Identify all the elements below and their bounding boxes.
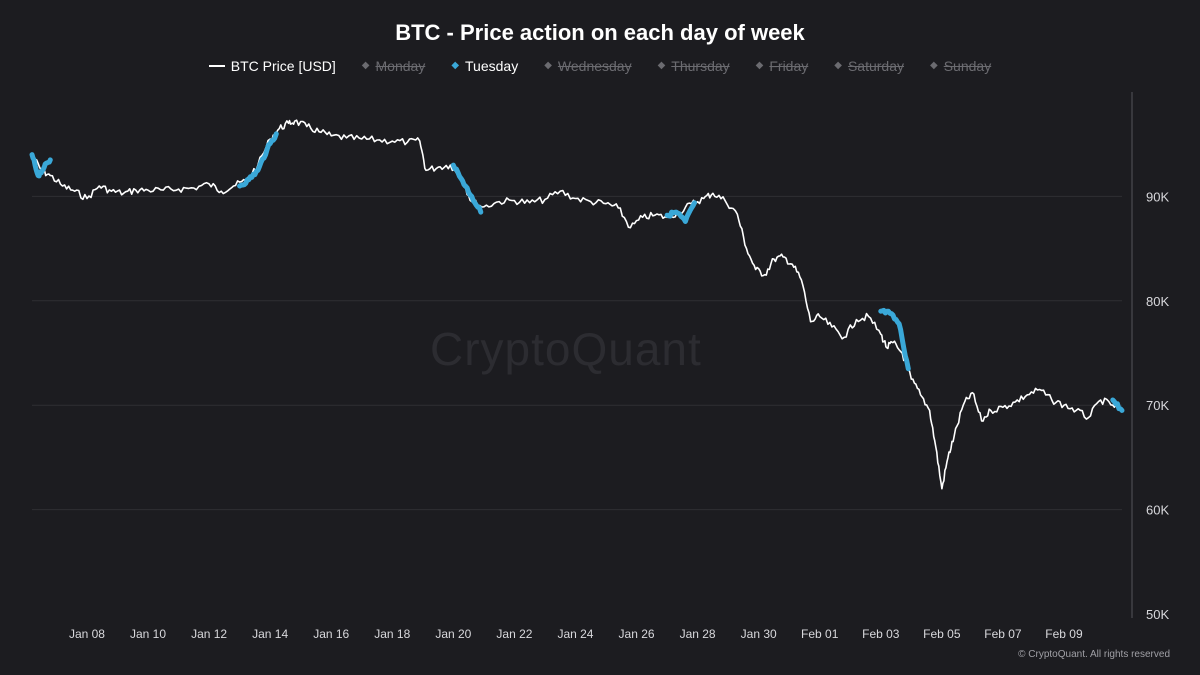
line-marker-icon (208, 65, 225, 67)
y-tick-label: 90K (1146, 189, 1169, 204)
dot-marker-icon: ◆ (834, 60, 842, 71)
legend-item-wednesday[interactable]: ◆ Wednesday (544, 58, 631, 74)
y-tick-label: 70K (1146, 398, 1169, 413)
x-tick-label: Jan 30 (741, 627, 777, 641)
dot-marker-icon: ◆ (451, 60, 460, 71)
x-tick-label: Jan 14 (252, 627, 288, 641)
legend-label: Wednesday (557, 58, 632, 74)
x-tick-label: Feb 07 (984, 627, 1022, 641)
x-tick-label: Jan 20 (435, 627, 471, 641)
copyright-notice: © CryptoQuant. All rights reserved (1018, 649, 1170, 660)
x-tick-label: Jan 12 (191, 627, 227, 641)
legend-item-thursday[interactable]: ◆ Thursday (658, 58, 730, 74)
tuesday-segment (1110, 397, 1125, 413)
y-tick-label: 60K (1146, 503, 1169, 518)
x-tick-label: Jan 24 (557, 627, 593, 641)
legend-item-btc-price[interactable]: BTC Price [USD] (208, 58, 336, 74)
y-tick-label: 50K (1146, 607, 1169, 622)
tuesday-segment (237, 131, 279, 189)
tuesday-segment (664, 200, 697, 224)
tuesday-segment (878, 307, 911, 372)
x-tick-label: Jan 18 (374, 627, 410, 641)
x-tick-label: Jan 22 (496, 627, 532, 641)
chart-legend: BTC Price [USD] ◆ Monday ◆ Tuesday ◆ Wed… (0, 58, 1200, 74)
legend-item-tuesday[interactable]: ◆ Tuesday (451, 58, 518, 74)
tuesday-segment (29, 152, 53, 179)
legend-item-monday[interactable]: ◆ Monday (362, 58, 426, 74)
x-tick-label: Feb 09 (1045, 627, 1083, 641)
watermark: CryptoQuant (430, 323, 702, 375)
x-tick-label: Feb 01 (801, 627, 839, 641)
legend-label: Tuesday (465, 58, 519, 74)
legend-label: Monday (375, 58, 426, 74)
dot-marker-icon: ◆ (657, 60, 666, 71)
x-tick-label: Jan 16 (313, 627, 349, 641)
chart-title: BTC - Price action on each day of week (395, 20, 805, 45)
x-tick-label: Feb 05 (923, 627, 961, 641)
legend-label: BTC Price [USD] (230, 58, 336, 74)
dot-marker-icon: ◆ (544, 60, 552, 71)
dot-marker-icon: ◆ (930, 60, 938, 71)
dot-marker-icon: ◆ (361, 60, 370, 71)
legend-label: Saturday (847, 58, 905, 74)
x-tick-label: Jan 08 (69, 627, 105, 641)
legend-label: Sunday (943, 58, 992, 74)
x-tick-label: Jan 28 (680, 627, 716, 641)
dot-marker-icon: ◆ (755, 60, 764, 71)
x-tick-label: Jan 10 (130, 627, 166, 641)
tuesday-segment (450, 162, 484, 215)
btc-price-line (31, 119, 1123, 490)
legend-label: Thursday (671, 58, 730, 74)
legend-label: Friday (769, 58, 809, 74)
x-tick-label: Feb 03 (862, 627, 900, 641)
legend-item-sunday[interactable]: ◆ Sunday (930, 58, 991, 74)
legend-item-friday[interactable]: ◆ Friday (756, 58, 809, 74)
x-tick-label: Jan 26 (619, 627, 655, 641)
legend-item-saturday[interactable]: ◆ Saturday (834, 58, 904, 74)
y-tick-label: 80K (1146, 294, 1169, 309)
